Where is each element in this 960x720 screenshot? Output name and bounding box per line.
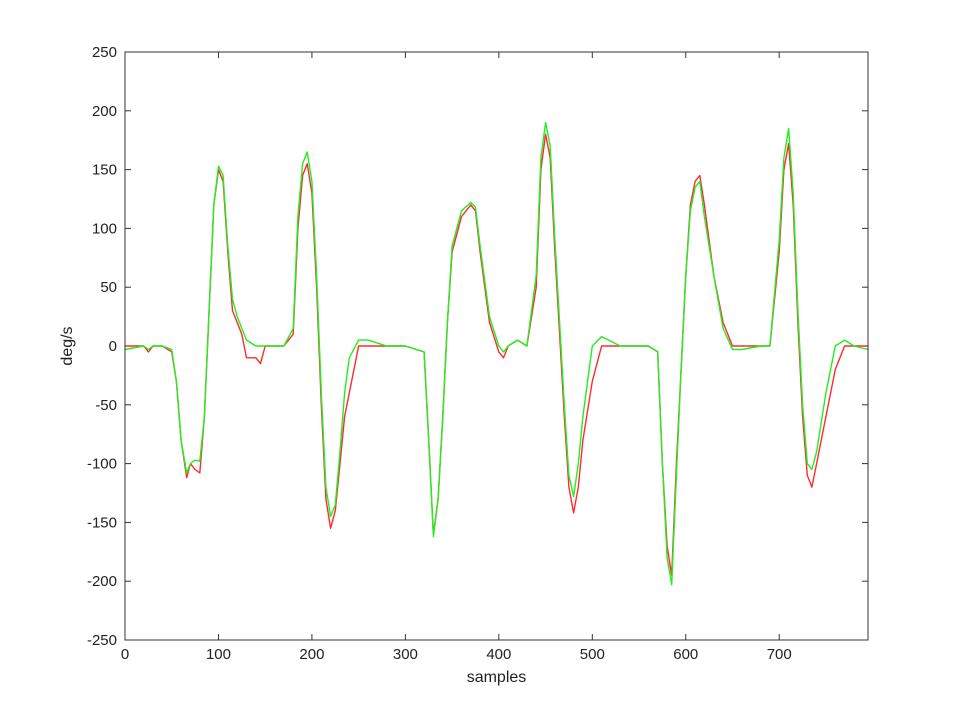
y-tick-label: -250 [87,632,117,649]
y-tick-label: 100 [92,220,117,237]
x-tick-label: 0 [121,646,129,663]
y-tick-label: 0 [109,338,117,355]
y-tick-label: 250 [92,44,117,61]
x-axis-label: samples [467,669,527,686]
x-tick-label: 400 [486,646,511,663]
x-tick-label: 600 [673,646,698,663]
y-tick-label: -50 [95,397,117,414]
y-axis-label: deg/s [59,326,76,365]
y-tick-label: -150 [87,514,117,531]
x-tick-label: 700 [767,646,792,663]
y-tick-label: -200 [87,573,117,590]
y-tick-label: 200 [92,103,117,120]
y-tick-label: 150 [92,162,117,179]
x-tick-label: 300 [393,646,418,663]
series-line-2 [124,121,869,586]
y-tick-label: 50 [100,279,117,296]
x-tick-label: 500 [580,646,605,663]
x-tick-label: 200 [299,646,324,663]
x-tick-label: 100 [206,646,231,663]
plot-frame [124,51,869,641]
y-axis-ticks: 250 200 150 100 50 0 -50 -100 -150 -200 -250 [87,44,868,649]
series-line-1 [124,133,869,576]
series-layer [124,121,869,586]
x-axis-ticks: 0 100 200 300 400 500 600 700 [121,52,792,663]
y-tick-label: -100 [87,456,117,473]
